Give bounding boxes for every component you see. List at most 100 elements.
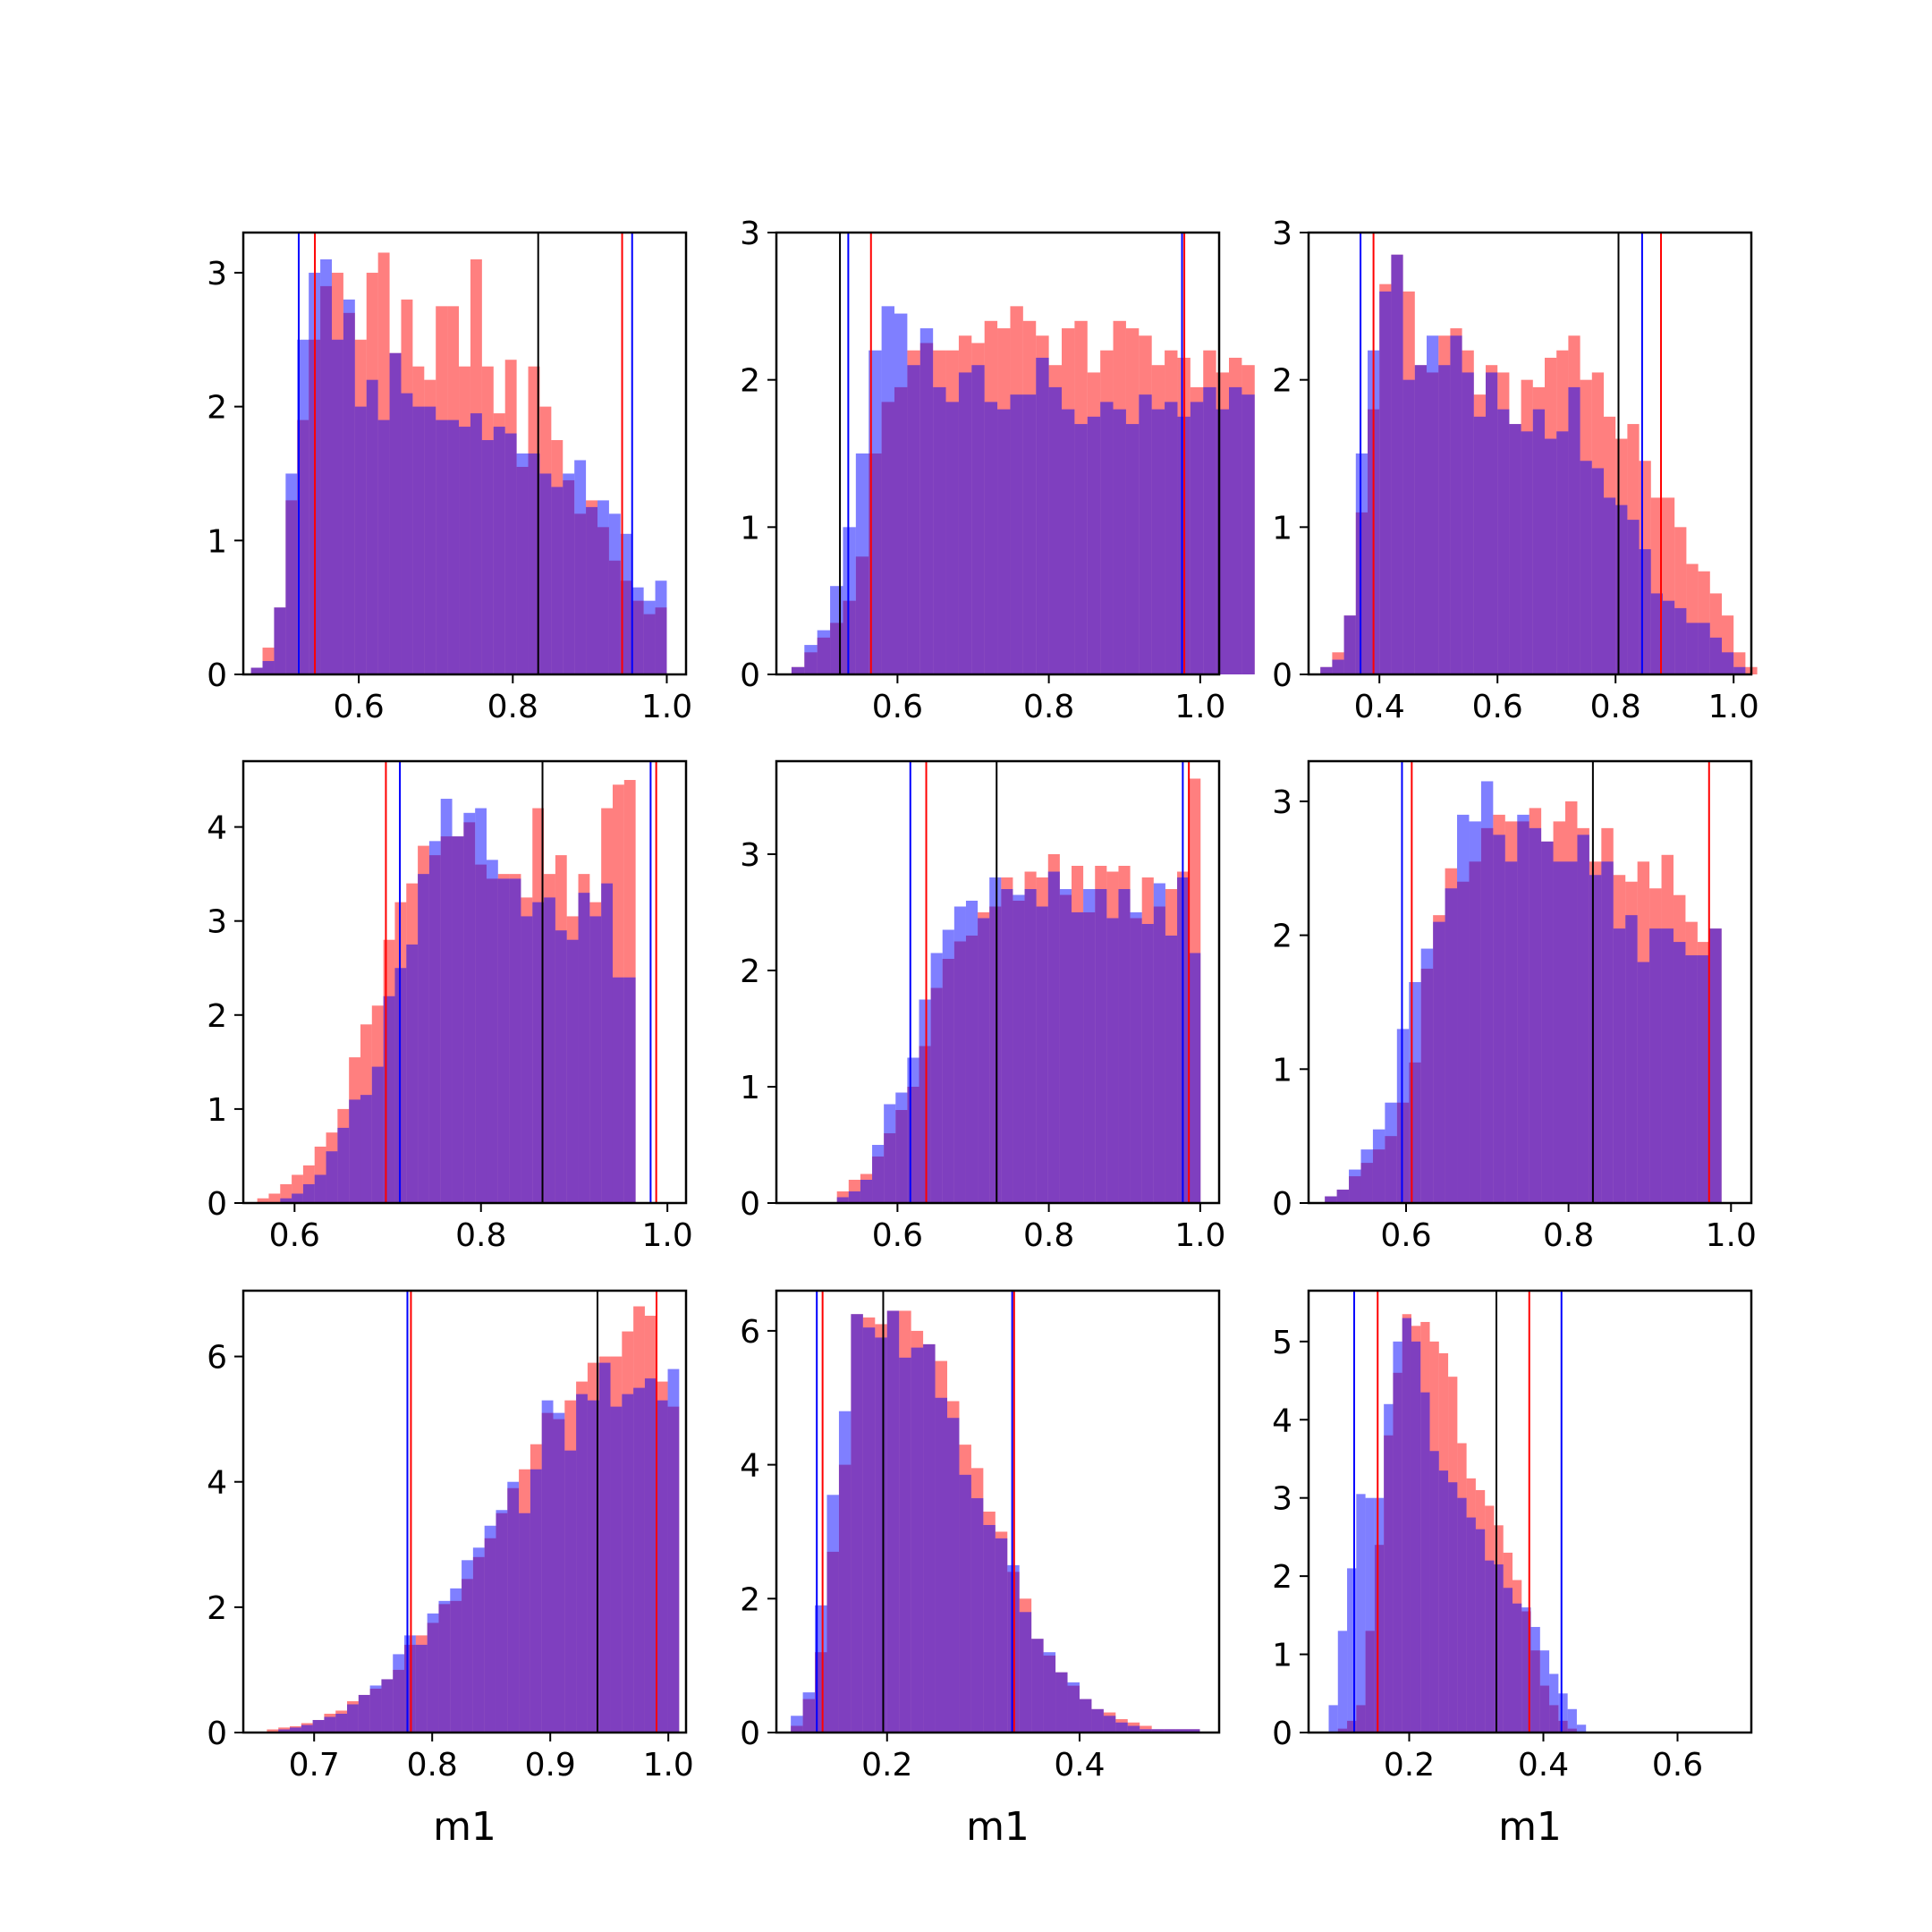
histogram-bar (280, 1198, 292, 1203)
histogram-bar (371, 1066, 384, 1203)
histogram-bar (1100, 402, 1114, 674)
histogram-bar (965, 901, 979, 1203)
histogram-bar (894, 313, 908, 674)
histogram-bar (389, 352, 402, 674)
histogram-bar (507, 1481, 520, 1733)
histogram-bar (544, 897, 555, 1203)
histogram-bar (836, 1197, 849, 1203)
histogram-bar (1151, 1729, 1165, 1733)
histogram-bar (519, 1513, 530, 1733)
histogram-bar (475, 808, 487, 1203)
histogram-bar (923, 1343, 936, 1733)
histogram-bar (881, 306, 894, 674)
histogram-bar (612, 977, 624, 1203)
x-tick-label: 0.4 (1354, 689, 1405, 725)
histogram-bar (1349, 1169, 1361, 1203)
histogram-bar (1445, 888, 1458, 1203)
x-tick-label: 0.6 (1472, 689, 1523, 725)
histogram-bar (347, 1704, 359, 1733)
histogram-bar (1448, 1482, 1458, 1733)
histogram-bar (1503, 1588, 1513, 1733)
histogram-bar (337, 1127, 350, 1203)
histogram-bar (369, 1685, 382, 1733)
histogram-bar (1087, 416, 1101, 674)
histogram-bar (1072, 912, 1084, 1203)
histogram-bar (984, 402, 998, 674)
histogram-bar (1113, 409, 1126, 674)
histogram-bar (1513, 1603, 1522, 1733)
histogram-bar (1567, 1708, 1577, 1733)
histogram-bar (528, 453, 540, 674)
histogram-bar (1504, 861, 1518, 1203)
y-tick-label: 5 (1272, 1325, 1292, 1361)
x-axis-label: m1 (966, 1804, 1030, 1850)
histogram-bar (1541, 841, 1554, 1203)
histogram-bar (1530, 1626, 1540, 1733)
x-tick-label: 0.8 (487, 689, 538, 725)
histogram-bar (1010, 394, 1023, 674)
histogram-bar (1485, 1560, 1495, 1733)
histogram-bar (1509, 424, 1521, 674)
histogram-bar (377, 419, 390, 674)
histogram-bar (484, 1525, 496, 1733)
histogram-bar (1043, 1652, 1056, 1733)
histogram-bar (438, 1600, 451, 1733)
y-tick-label: 4 (207, 810, 227, 847)
histogram-bar (450, 1588, 462, 1733)
histogram-bar (1625, 915, 1638, 1203)
x-tick-label: 0.6 (1652, 1747, 1703, 1784)
histogram-bar (869, 350, 882, 674)
histogram-bar (1604, 497, 1616, 674)
histogram-bar (1031, 1639, 1044, 1733)
x-tick-label: 1.0 (641, 689, 692, 725)
histogram-bar (1589, 875, 1602, 1203)
series-2 (836, 871, 1201, 1203)
histogram-bar (447, 419, 460, 674)
histogram-bar (1411, 1341, 1421, 1733)
y-tick-label: 2 (740, 953, 760, 990)
histogram-bar (415, 1644, 428, 1733)
histogram-bar (930, 953, 943, 1203)
y-tick-label: 4 (207, 1465, 227, 1502)
histogram-bar (1396, 1029, 1410, 1203)
x-tick-label: 0.6 (1380, 1217, 1431, 1254)
histogram-bar (1494, 1564, 1504, 1733)
axes-frame (775, 759, 1221, 1205)
histogram-bar (312, 1719, 325, 1733)
axes-frame (242, 231, 688, 676)
x-tick-label: 0.8 (1023, 1217, 1074, 1254)
y-tick-label: 2 (740, 1581, 760, 1618)
x-axis-label: m1 (1498, 1804, 1562, 1850)
histogram-bar (791, 666, 805, 674)
histogram-bar (1241, 394, 1255, 674)
histogram-bar (462, 1560, 473, 1733)
histogram-bar (838, 1411, 852, 1733)
histogram-bar (1036, 906, 1048, 1203)
histogram-bar (983, 1524, 996, 1733)
series-2 (1325, 781, 1722, 1203)
histogram-bar (1475, 1529, 1486, 1733)
histogram-bar (1438, 1470, 1449, 1733)
histogram-bar (440, 799, 453, 1203)
histogram-bar (1095, 889, 1107, 1203)
histogram-bar (343, 299, 355, 674)
histogram-bar (1427, 335, 1439, 674)
series-2 (250, 258, 667, 674)
histogram-bar (1649, 928, 1662, 1203)
histogram-bar (919, 328, 934, 674)
x-tick-label: 1.0 (643, 1747, 694, 1784)
histogram-bar (620, 533, 632, 674)
histogram-bar (1532, 409, 1545, 674)
histogram-bar (314, 1174, 326, 1203)
histogram-bar (1328, 1705, 1338, 1733)
histogram-bar (278, 1729, 291, 1733)
histogram-bar (1402, 379, 1415, 674)
histogram-bar (1385, 1102, 1397, 1203)
histogram-bar (1083, 889, 1096, 1203)
histogram-bar (1022, 394, 1037, 674)
histogram-bar (1356, 1494, 1366, 1733)
histogram-bar (1320, 666, 1333, 674)
histogram-bar (1722, 652, 1734, 674)
histogram-bar (855, 453, 869, 674)
histogram-bar (1420, 1392, 1430, 1733)
